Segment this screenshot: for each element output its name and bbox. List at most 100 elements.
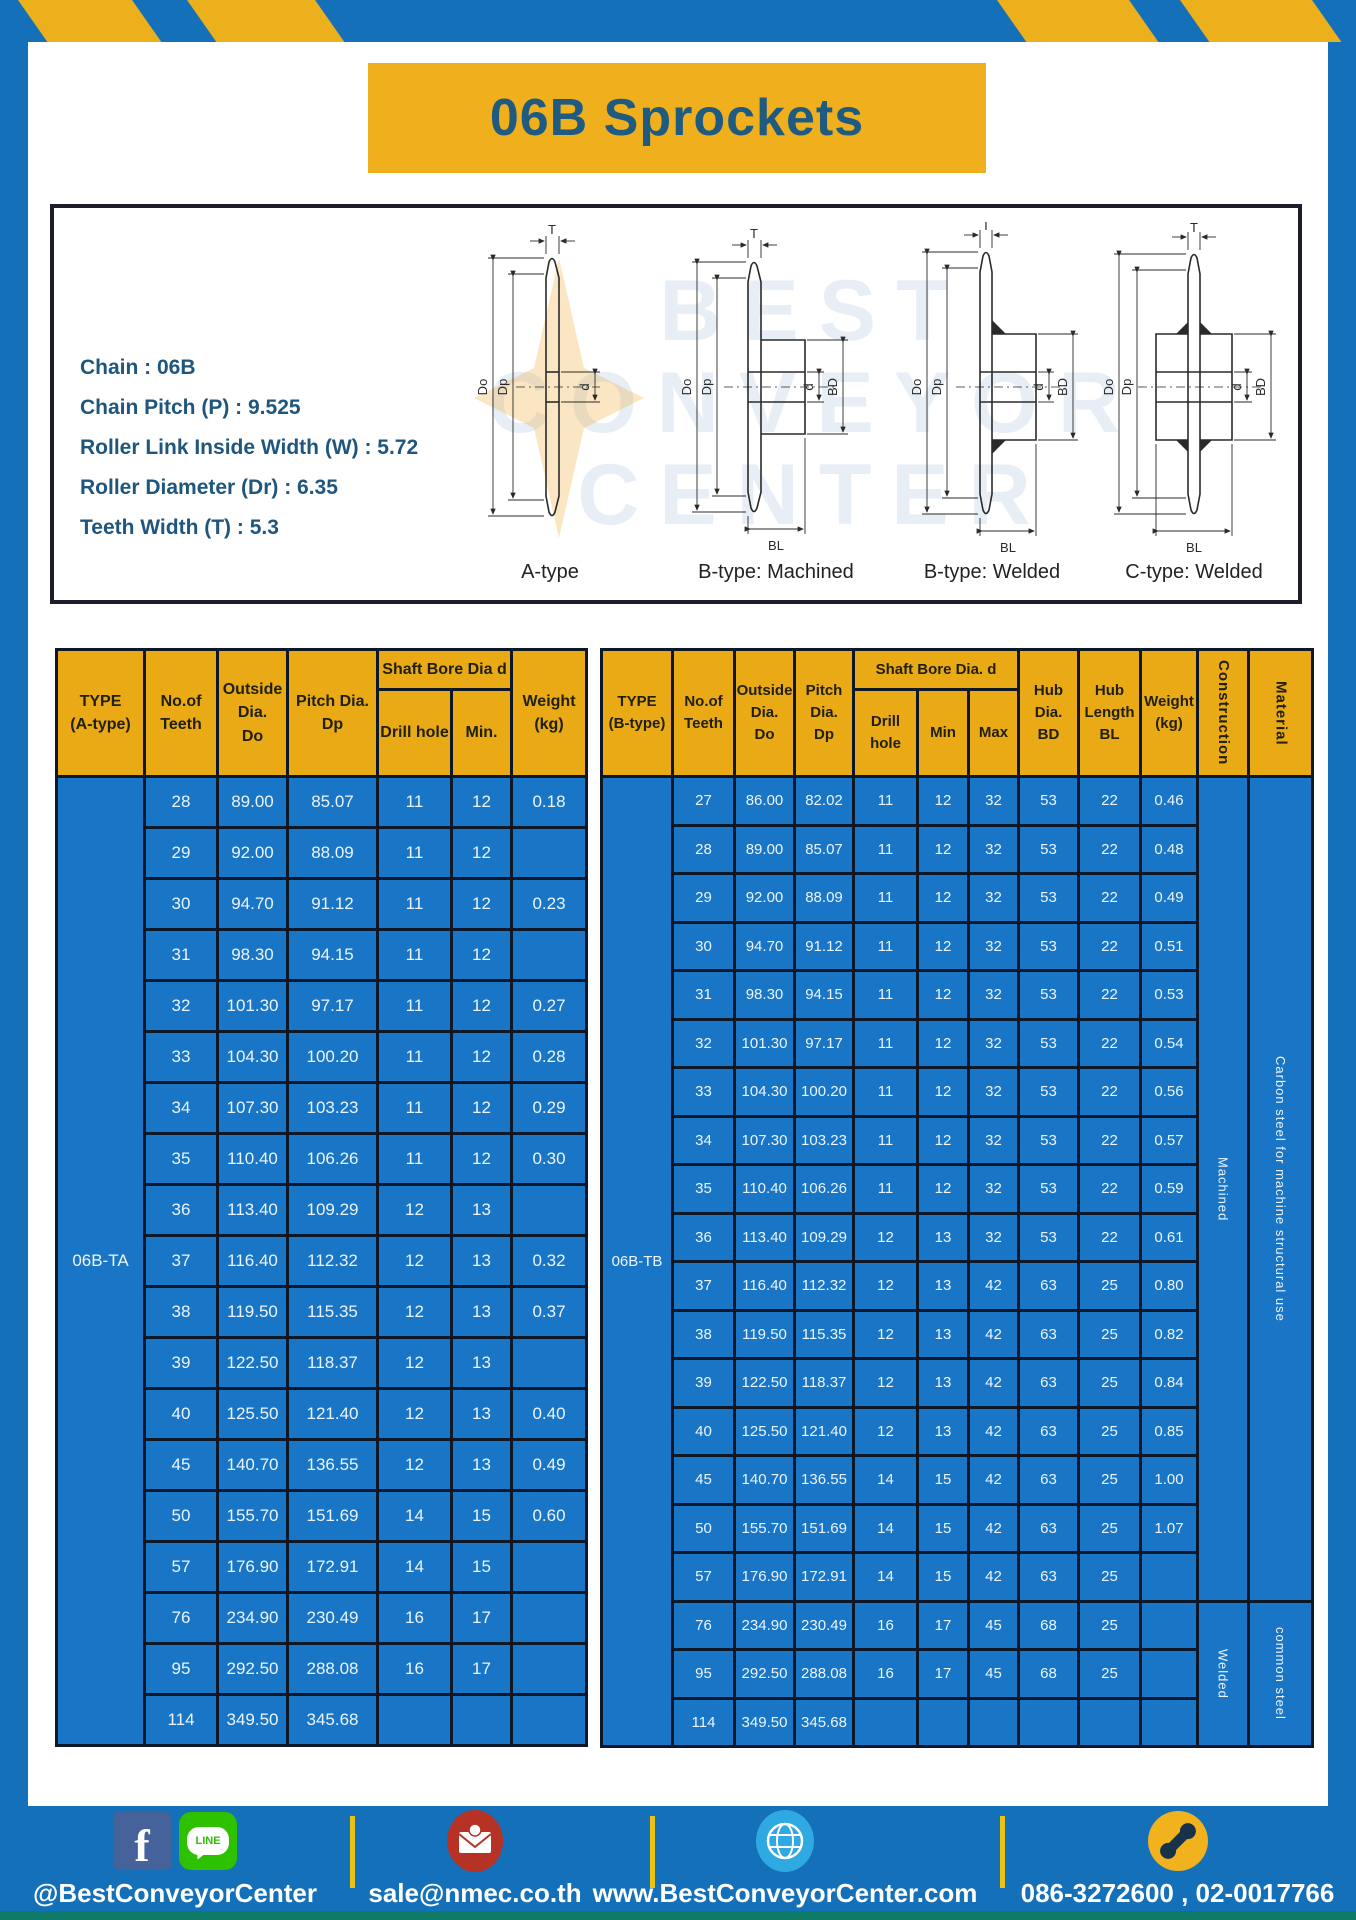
- table-cell: 106.26: [286, 1132, 379, 1186]
- table-cell: 234.90: [216, 1591, 289, 1645]
- table-cell: 32: [966, 823, 1021, 875]
- table-cell: 12: [450, 826, 513, 880]
- table-cell: 13: [450, 1387, 513, 1441]
- table-cell: 14: [852, 1502, 919, 1554]
- table-cell: 68: [1017, 1648, 1081, 1700]
- table-cell: [450, 1693, 513, 1747]
- page-title: 06B Sprockets: [489, 89, 865, 147]
- table-cell: 109.29: [793, 1211, 855, 1263]
- table-cell: [510, 826, 588, 880]
- table-cell: 32: [966, 1017, 1021, 1069]
- table-cell: 32: [966, 1114, 1021, 1166]
- title-banner: 06B Sprockets: [368, 63, 986, 173]
- social-handle[interactable]: @BestConveyorCenter: [33, 1878, 317, 1908]
- stripe-decoration: [997, 0, 1159, 42]
- table-cell: 63: [1017, 1551, 1081, 1603]
- facebook-icon[interactable]: f: [113, 1812, 171, 1870]
- table-cell: 11: [376, 826, 453, 880]
- table-cell: 22: [1077, 1017, 1143, 1069]
- table-cell: 85.07: [286, 775, 379, 829]
- table-row: 30 94.70 91.12 11 12 0.23: [57, 877, 588, 931]
- table-header-row: Drill hole Min Max: [602, 688, 1313, 778]
- dim-label-t: T: [982, 222, 990, 233]
- dim-label-bl: BL: [768, 538, 784, 553]
- table-cell: 155.70: [216, 1489, 289, 1543]
- table-cell: 63: [1017, 1308, 1081, 1360]
- table-cell: 12: [916, 823, 970, 875]
- table-cell: 82.02: [793, 775, 855, 827]
- footer-website-group: www.BestConveyorCenter.com: [593, 1810, 977, 1909]
- table-cell: 25: [1077, 1454, 1143, 1506]
- table-cell: 53: [1017, 1066, 1081, 1118]
- table-cell: 118.37: [793, 1357, 855, 1409]
- table-cell: 32: [966, 1163, 1021, 1215]
- globe-icon[interactable]: [755, 1810, 815, 1872]
- table-cell: 11: [376, 1030, 453, 1084]
- footer-social-group: f LINE @BestConveyorCenter: [20, 1810, 330, 1909]
- line-icon[interactable]: LINE: [179, 1812, 237, 1870]
- website-url[interactable]: www.BestConveyorCenter.com: [592, 1878, 978, 1908]
- table-cell: 22: [1077, 1211, 1143, 1263]
- table-cell: 36: [671, 1211, 736, 1263]
- table-row: 57 176.90 172.91 14 15: [57, 1540, 588, 1594]
- table-cell: 136.55: [286, 1438, 379, 1492]
- table-cell: 25: [1077, 1648, 1143, 1700]
- table-cell: 50: [143, 1489, 219, 1543]
- table-cell: 0.80: [1139, 1260, 1200, 1312]
- email-icon[interactable]: [446, 1810, 504, 1872]
- email-address[interactable]: sale@nmec.co.th: [368, 1878, 582, 1908]
- table-cell: 63: [1017, 1454, 1081, 1506]
- table-cell: 16: [376, 1642, 453, 1696]
- table-cell: [510, 1183, 588, 1237]
- footer-divider: [350, 1816, 355, 1888]
- table-cell: 40: [143, 1387, 219, 1441]
- table-row: 40 125.50 121.40 12 13 42 63 25 0.85: [602, 1405, 1313, 1457]
- table-cell: 76: [671, 1599, 736, 1651]
- table-cell: 30: [671, 920, 736, 972]
- table-row: 114 349.50 345.68: [57, 1693, 588, 1747]
- diagram-panel: BEST CONVEYOR CENTER Chain : 06B Chain P…: [50, 204, 1302, 604]
- table-cell: [916, 1696, 970, 1748]
- table-cell: 119.50: [216, 1285, 289, 1339]
- table-cell: 116.40: [733, 1260, 796, 1312]
- table-cell: 113.40: [216, 1183, 289, 1237]
- table-header-row: TYPE (B-type) No.of Teeth Outside Dia. D…: [600, 648, 1315, 778]
- header-weight: Weight (kg): [510, 648, 588, 778]
- table-cell: 32: [143, 979, 219, 1033]
- table-cell: 0.23: [510, 877, 588, 931]
- table-cell: 25: [1077, 1551, 1143, 1603]
- table-cell: 0.60: [510, 1489, 588, 1543]
- table-cell: 116.40: [216, 1234, 289, 1288]
- table-cell: 39: [143, 1336, 219, 1390]
- table-cell: 12: [852, 1308, 919, 1360]
- line-icon-label: LINE: [195, 1835, 221, 1847]
- table-cell: [510, 1693, 588, 1747]
- table-cell: 234.90: [733, 1599, 796, 1651]
- table-cell: 86.00: [733, 775, 796, 827]
- table-cell: 37: [143, 1234, 219, 1288]
- table-cell: 101.30: [733, 1017, 796, 1069]
- table-cell: 27: [671, 775, 736, 827]
- table-cell: 15: [916, 1502, 970, 1554]
- table-cell: 98.30: [733, 969, 796, 1021]
- spec-line: Teeth Width (T) : 5.3: [80, 516, 279, 539]
- table-cell: 112.32: [793, 1260, 855, 1312]
- table-cell: 11: [376, 775, 453, 829]
- table-cell: 91.12: [793, 920, 855, 972]
- stripe-decoration: [1180, 0, 1342, 42]
- dim-label-d: d: [801, 383, 816, 390]
- table-cell: 45: [143, 1438, 219, 1492]
- table-cell: 0.57: [1139, 1114, 1200, 1166]
- table-cell: 136.55: [793, 1454, 855, 1506]
- dim-label-dp: Dp: [929, 379, 944, 396]
- table-cell: 88.09: [793, 872, 855, 924]
- phone-numbers[interactable]: 086-3272600 , 02-0017766: [1020, 1878, 1335, 1908]
- table-cell: 345.68: [286, 1693, 379, 1747]
- phone-icon[interactable]: [1147, 1810, 1209, 1872]
- type-label-cell: 06B-TA: [55, 775, 146, 1747]
- table-cell: 13: [450, 1234, 513, 1288]
- table-row: 76 234.90 230.49 16 17 45 68 25 Welded common ste…: [602, 1599, 1315, 1748]
- table-cell: 292.50: [216, 1642, 289, 1696]
- table-cell: 12: [450, 1132, 513, 1186]
- table-cell: 32: [966, 969, 1021, 1021]
